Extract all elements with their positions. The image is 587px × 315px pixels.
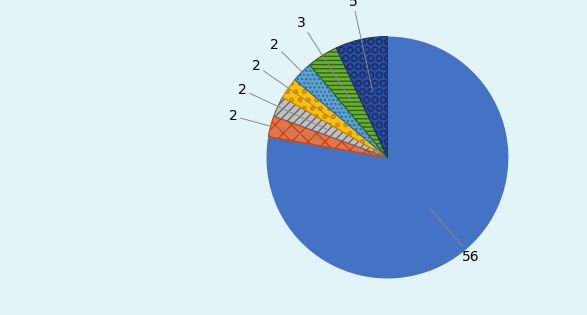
- Wedge shape: [295, 65, 387, 158]
- Text: 5: 5: [349, 0, 373, 92]
- Text: 2: 2: [229, 109, 323, 140]
- Wedge shape: [266, 37, 508, 278]
- Text: 2: 2: [238, 83, 326, 129]
- Text: 3: 3: [297, 16, 352, 101]
- Wedge shape: [268, 116, 387, 158]
- Wedge shape: [274, 97, 387, 158]
- Text: 56: 56: [430, 209, 480, 264]
- Text: 2: 2: [270, 37, 340, 110]
- Wedge shape: [336, 37, 387, 158]
- Wedge shape: [283, 80, 387, 158]
- Wedge shape: [310, 48, 387, 158]
- Text: 2: 2: [252, 59, 332, 119]
